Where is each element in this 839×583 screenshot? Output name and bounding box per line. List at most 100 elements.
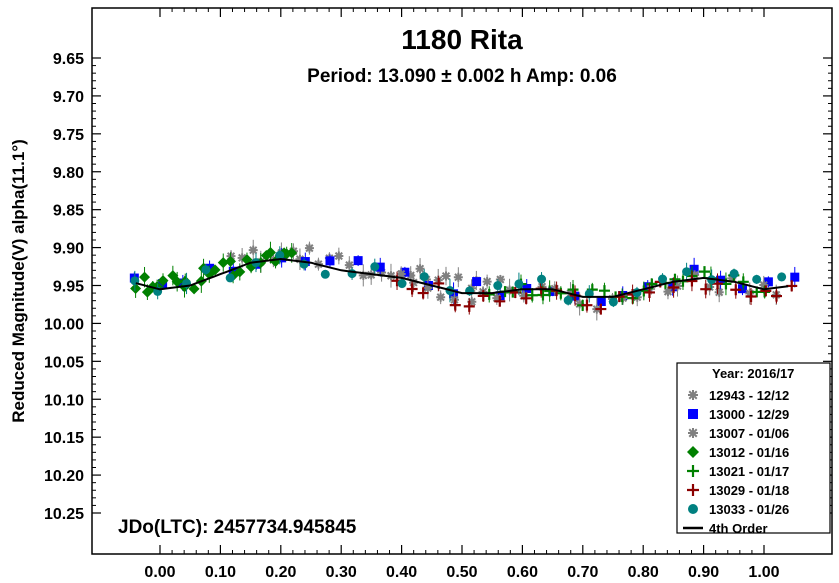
data-point <box>727 273 737 283</box>
plot-layer <box>129 239 800 321</box>
data-point <box>304 243 314 253</box>
data-point <box>344 260 354 270</box>
data-point <box>519 291 529 301</box>
data-point <box>201 265 211 275</box>
y-tick-label: 9.75 <box>53 127 84 144</box>
data-point <box>415 264 425 274</box>
data-point <box>234 266 246 278</box>
data-point <box>494 295 506 307</box>
y-tick-label: 9.70 <box>53 89 84 106</box>
data-point <box>295 254 305 264</box>
data-point <box>575 299 585 309</box>
data-point <box>537 274 547 284</box>
data-point <box>377 267 387 277</box>
legend-label: 13007 - 01/06 <box>709 426 789 441</box>
data-point <box>495 275 505 285</box>
legend-marker <box>687 446 699 458</box>
y-axis-label: Reduced Magnitude(V) alpha(11.1°) <box>9 139 28 423</box>
legend-items: 12943 - 12/12 13000 - 12/29 13007 - 01/06 1… <box>683 388 789 536</box>
data-point <box>463 300 475 312</box>
fit-curve <box>135 257 789 298</box>
data-point <box>514 279 524 289</box>
data-point <box>581 299 593 311</box>
data-point <box>130 283 142 295</box>
y-tick-label: 9.95 <box>53 279 84 296</box>
data-point <box>730 284 742 296</box>
data-point <box>520 292 532 304</box>
data-point <box>157 275 169 287</box>
data-point <box>759 280 769 290</box>
data-point <box>436 292 446 302</box>
data-point <box>334 251 344 261</box>
data-point <box>752 274 762 284</box>
data-point <box>417 287 429 299</box>
ticks-layer: 0.00 0.10 0.20 0.30 0.40 0.50 0.60 0.70 0.80 0.90… <box>44 8 832 581</box>
data-point <box>763 277 773 287</box>
data-point <box>673 281 683 291</box>
x-tick-label: 0.20 <box>265 564 296 581</box>
data-point <box>188 283 200 295</box>
data-point <box>643 286 655 298</box>
data-point <box>358 270 368 280</box>
chart-subtitle: Period: 13.090 ± 0.002 h Amp: 0.06 <box>307 66 617 87</box>
y-tick-label: 9.90 <box>53 241 84 258</box>
data-point <box>596 296 606 306</box>
data-point <box>264 247 276 259</box>
epoch-footer: JDo(LTC): 2457734.945845 <box>118 517 357 538</box>
y-tick-label: 10.15 <box>44 430 84 447</box>
data-point <box>700 283 712 295</box>
data-point <box>375 262 385 272</box>
legend-title: Year: 2016/17 <box>712 366 794 381</box>
data-point <box>689 264 699 274</box>
data-point <box>224 255 236 267</box>
legend-box <box>676 362 831 534</box>
legend-marker <box>687 484 699 496</box>
data-point <box>409 278 419 288</box>
data-point <box>441 271 451 281</box>
data-point <box>598 285 610 297</box>
data-point <box>483 288 495 300</box>
legend-label: 12943 - 12/12 <box>709 388 789 403</box>
data-point <box>397 279 407 289</box>
data-point <box>550 284 560 294</box>
legend: Year: 2016/17 12943 - 12/12 13000 - 12/29… <box>676 362 831 536</box>
data-point <box>465 286 475 296</box>
legend-marker <box>688 390 698 400</box>
legend-marker <box>687 465 699 477</box>
data-point <box>760 285 772 297</box>
data-point <box>714 287 724 297</box>
x-tick-label: 0.00 <box>144 564 175 581</box>
data-point <box>406 283 418 295</box>
legend-label: 4th Order <box>709 521 768 536</box>
data-point <box>370 262 380 272</box>
data-point <box>248 245 258 255</box>
x-tick-label: 0.30 <box>326 564 357 581</box>
data-point <box>608 297 618 307</box>
data-point <box>225 273 235 283</box>
data-point <box>217 257 229 269</box>
data-point <box>400 267 410 277</box>
y-tick-label: 9.85 <box>53 203 84 220</box>
data-point <box>482 277 492 287</box>
data-point <box>325 256 335 266</box>
x-tick-label: 1.00 <box>748 564 779 581</box>
data-point <box>567 284 579 296</box>
data-point <box>171 276 183 288</box>
data-point <box>737 276 749 288</box>
y-tick-label: 9.80 <box>53 165 84 182</box>
data-point <box>686 275 698 287</box>
data-point <box>467 297 477 307</box>
data-point <box>729 269 739 279</box>
data-point <box>492 293 502 303</box>
data-point <box>745 291 757 303</box>
legend-marker <box>688 409 698 419</box>
data-point <box>472 277 482 287</box>
series-6 <box>130 246 787 308</box>
x-tick-label: 0.90 <box>688 564 719 581</box>
x-tick-label: 0.40 <box>386 564 417 581</box>
data-point <box>705 282 715 292</box>
data-point <box>493 281 503 291</box>
data-point <box>663 287 673 297</box>
data-point <box>669 273 681 285</box>
